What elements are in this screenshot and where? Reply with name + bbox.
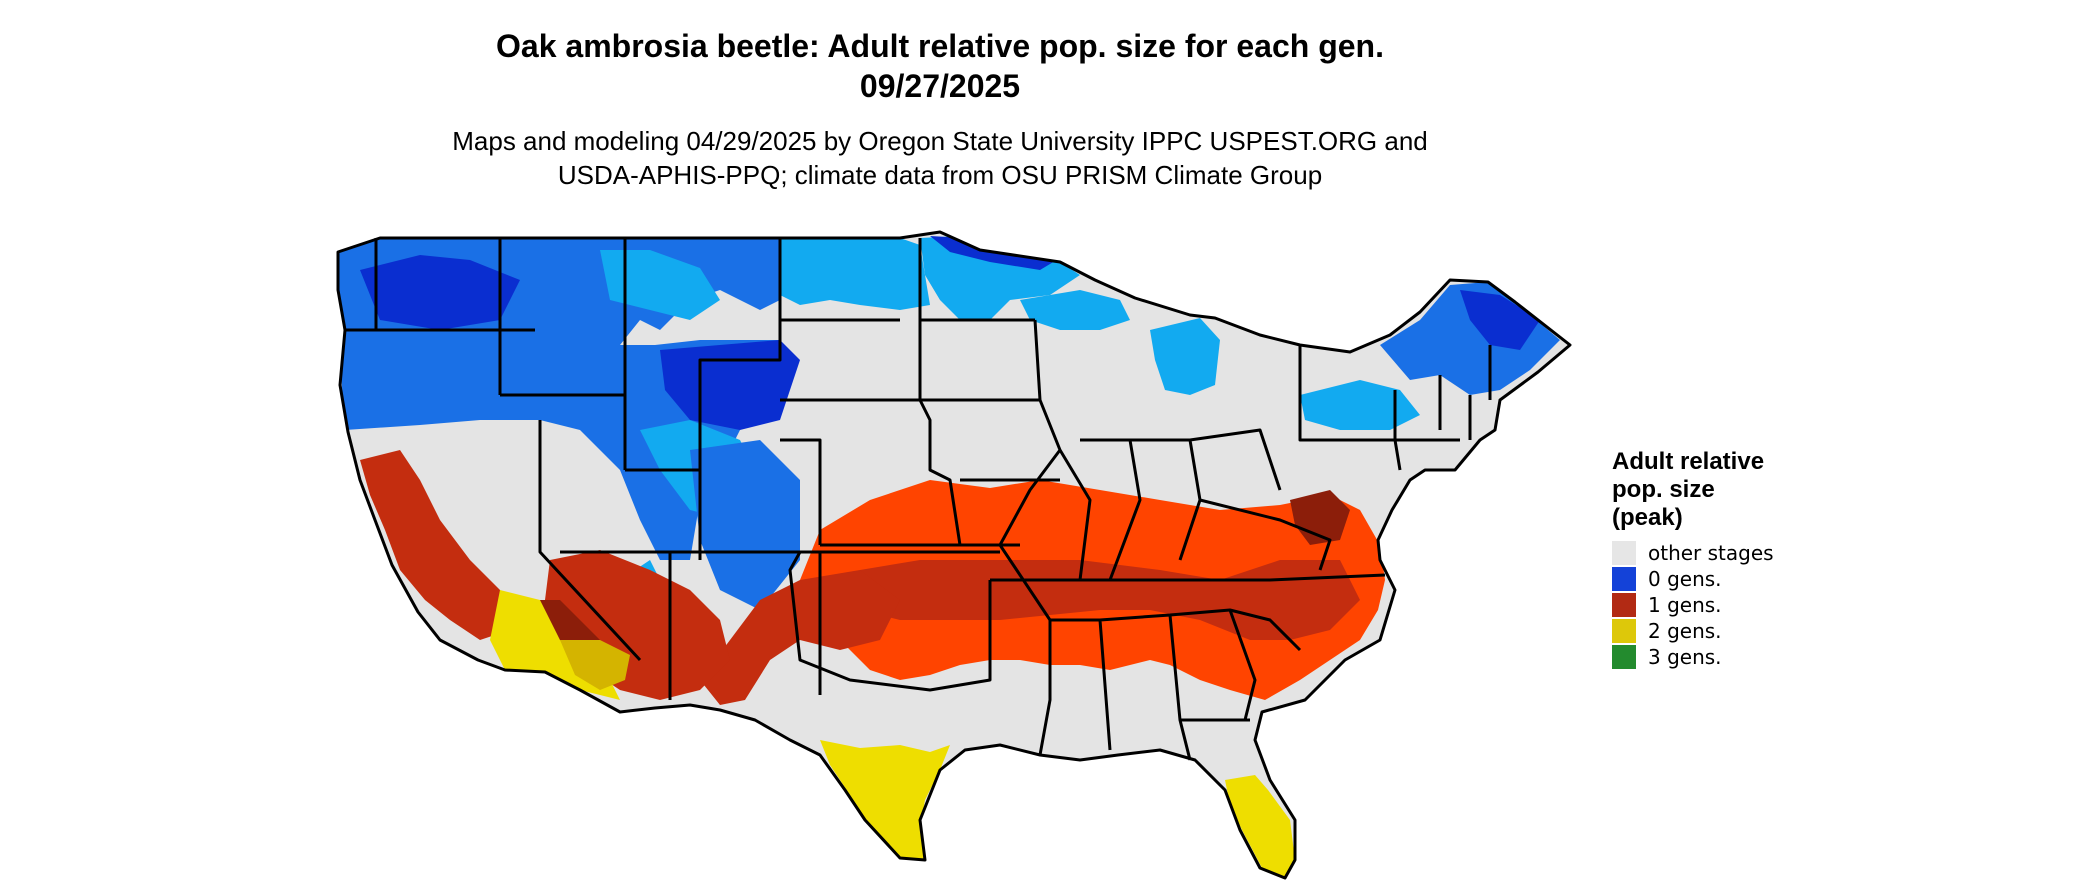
legend-item-other-stages: other stages: [1612, 540, 1832, 566]
legend-title-line: pop. size: [1612, 476, 1715, 503]
credits-line-1: Maps and modeling 04/29/2025 by Oregon S…: [452, 126, 1428, 156]
legend-item-2-gens: 2 gens.: [1612, 618, 1832, 644]
legend-item-1-gens: 1 gens.: [1612, 592, 1832, 618]
legend-swatch: [1612, 619, 1636, 643]
legend-label: 3 gens.: [1648, 645, 1722, 669]
region-0-gens-colorado: [690, 440, 800, 610]
legend-swatch: [1612, 645, 1636, 669]
legend-item-3-gens: 3 gens.: [1612, 644, 1832, 670]
map-date: 09/27/2025: [859, 68, 1021, 104]
legend-swatch: [1612, 593, 1636, 617]
region-0-gens-idaho-patch: [600, 250, 720, 320]
region-0-gens-minnesota: [920, 236, 1080, 320]
legend-title-line: (peak): [1612, 504, 1683, 531]
region-0-gens-cascades: [360, 255, 520, 330]
region-2-gens-arizona-south: [560, 640, 630, 690]
legend-title-line: Adult relative: [1612, 448, 1765, 475]
region-0-gens-michigan-up: [1020, 290, 1130, 330]
region-0-gens-maine: [1460, 290, 1540, 350]
legend-label: other stages: [1648, 541, 1774, 565]
region-2-gens-florida: [1225, 775, 1295, 878]
state-lines: [345, 238, 1492, 761]
legend: Adult relative pop. size (peak) other st…: [1612, 448, 1832, 670]
legend-label: 1 gens.: [1648, 593, 1722, 617]
region-0-gens-montana-east: [780, 238, 930, 310]
legend-label: 0 gens.: [1648, 567, 1722, 591]
region-0-gens-lower-michigan: [1150, 318, 1220, 395]
legend-item-0-gens: 0 gens.: [1612, 566, 1832, 592]
region-0-gens-wyoming: [660, 340, 800, 430]
us-map: [300, 210, 1600, 890]
map-title: Oak ambrosia beetle: Adult relative pop.…: [496, 28, 1384, 64]
region-1-gens-california: [360, 450, 520, 640]
region-0-gens-new-york: [1300, 380, 1420, 430]
legend-swatch: [1612, 567, 1636, 591]
region-1-gens-texas-panhandle: [700, 570, 900, 705]
region-2-gens-south-texas: [820, 740, 950, 860]
legend-swatch: [1612, 541, 1636, 565]
legend-title: Adult relative pop. size (peak): [1612, 448, 1832, 532]
legend-label: 2 gens.: [1648, 619, 1722, 643]
credits-line-2: USDA-APHIS-PPQ; climate data from OSU PR…: [557, 160, 1323, 190]
state-borders: [336, 230, 1572, 880]
